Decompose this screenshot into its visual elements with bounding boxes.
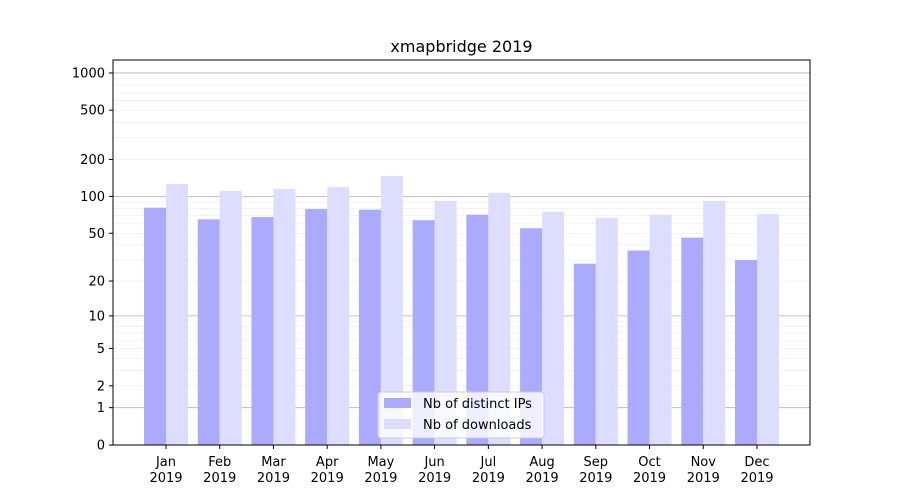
x-tick-label: Jun 2019: [418, 455, 451, 486]
x-tick-label-line: 2019: [687, 471, 720, 486]
x-tick-label: Feb 2019: [203, 455, 236, 486]
legend-label: Nb of downloads: [423, 418, 532, 433]
bar-distinct-ips: [251, 216, 274, 445]
x-tick-label-line: Jun: [423, 455, 444, 470]
chart-title: xmapbridge 2019: [390, 37, 532, 56]
x-tick-label-line: 2019: [418, 471, 451, 486]
bar-downloads: [542, 211, 565, 445]
x-tick-label: May 2019: [364, 455, 397, 486]
legend-label: Nb of distinct IPs: [423, 397, 532, 412]
y-tick-label: 200: [80, 153, 105, 168]
x-tick-label: Aug 2019: [526, 455, 559, 486]
bar-distinct-ips: [144, 207, 166, 445]
bar-downloads: [327, 187, 350, 445]
legend: Nb of distinct IPs Nb of downloads: [377, 391, 545, 439]
x-tick-label-line: 2019: [203, 471, 236, 486]
legend-swatch: [384, 419, 411, 429]
bar-downloads: [166, 184, 188, 445]
x-tick-label-line: 2019: [364, 471, 397, 486]
x-tick-label: Jan 2019: [149, 455, 182, 486]
bar-distinct-ips: [573, 263, 596, 445]
bar-distinct-ips: [735, 260, 757, 445]
x-tick-label-line: Mar: [261, 455, 286, 470]
y-tick-label: 2: [97, 379, 105, 394]
y-tick-label: 10: [88, 309, 105, 324]
bar-distinct-ips: [627, 250, 650, 445]
x-tick-label-line: Oct: [638, 455, 660, 470]
bar-downloads: [757, 213, 779, 445]
x-tick-label: Apr 2019: [311, 455, 344, 486]
bar-downloads: [488, 192, 511, 445]
bar-downloads: [273, 189, 296, 445]
x-tick-label-line: Apr: [316, 455, 339, 470]
bar-distinct-ips: [305, 209, 328, 445]
x-tick-label-line: Nov: [691, 455, 717, 470]
y-axis: 0 1 2 5 10 20 50 100 200 500 1000: [72, 66, 113, 454]
x-tick-label-line: Sep: [584, 455, 609, 470]
x-tick-label: Dec 2019: [740, 455, 773, 486]
bar-distinct-ips: [466, 214, 489, 445]
x-tick-label-line: 2019: [526, 471, 559, 486]
x-tick-label-line: Aug: [529, 455, 554, 470]
y-tick-label: 1: [97, 401, 105, 416]
x-tick-label: Jul 2019: [472, 455, 505, 486]
y-tick-label: 20: [88, 275, 105, 290]
x-tick-label: Nov 2019: [687, 455, 720, 486]
x-tick-label: Mar 2019: [257, 455, 290, 486]
bar-downloads: [434, 200, 457, 445]
y-tick-label: 50: [88, 227, 105, 242]
x-tick-label-line: Jan: [155, 455, 176, 470]
bar-distinct-ips: [681, 237, 704, 445]
plot-frame: [112, 59, 811, 446]
bar-distinct-ips: [197, 219, 220, 445]
bar-distinct-ips: [358, 209, 381, 445]
x-tick-label-line: Dec: [744, 455, 769, 470]
x-tick-label-line: Feb: [208, 455, 231, 470]
x-tick-label-line: 2019: [311, 471, 344, 486]
x-tick-label-line: Jul: [480, 455, 497, 470]
x-tick-label-line: May: [367, 455, 394, 470]
bar-downloads: [595, 217, 618, 445]
x-tick-label-line: 2019: [472, 471, 505, 486]
x-tick-label: Sep 2019: [579, 455, 612, 486]
x-tick-label-line: 2019: [633, 471, 666, 486]
x-tick-label: Oct 2019: [633, 455, 666, 486]
y-tick-label: 0: [97, 439, 105, 454]
legend-box: [377, 391, 545, 439]
bars: [144, 175, 779, 445]
x-tick-label-line: 2019: [579, 471, 612, 486]
bar-distinct-ips: [412, 220, 435, 445]
y-tick-label: 1000: [72, 66, 105, 81]
x-tick-label-line: 2019: [740, 471, 773, 486]
y-tick-label: 100: [80, 190, 105, 205]
y-tick-label: 500: [80, 104, 105, 119]
bar-downloads: [380, 175, 403, 445]
legend-swatch: [384, 398, 411, 408]
bar-downloads: [649, 214, 672, 445]
x-tick-label-line: 2019: [149, 471, 182, 486]
y-tick-label: 5: [97, 342, 105, 357]
bar-downloads: [219, 190, 242, 445]
bar-distinct-ips: [520, 228, 543, 445]
bar-downloads: [703, 200, 726, 445]
x-tick-label-line: 2019: [257, 471, 290, 486]
